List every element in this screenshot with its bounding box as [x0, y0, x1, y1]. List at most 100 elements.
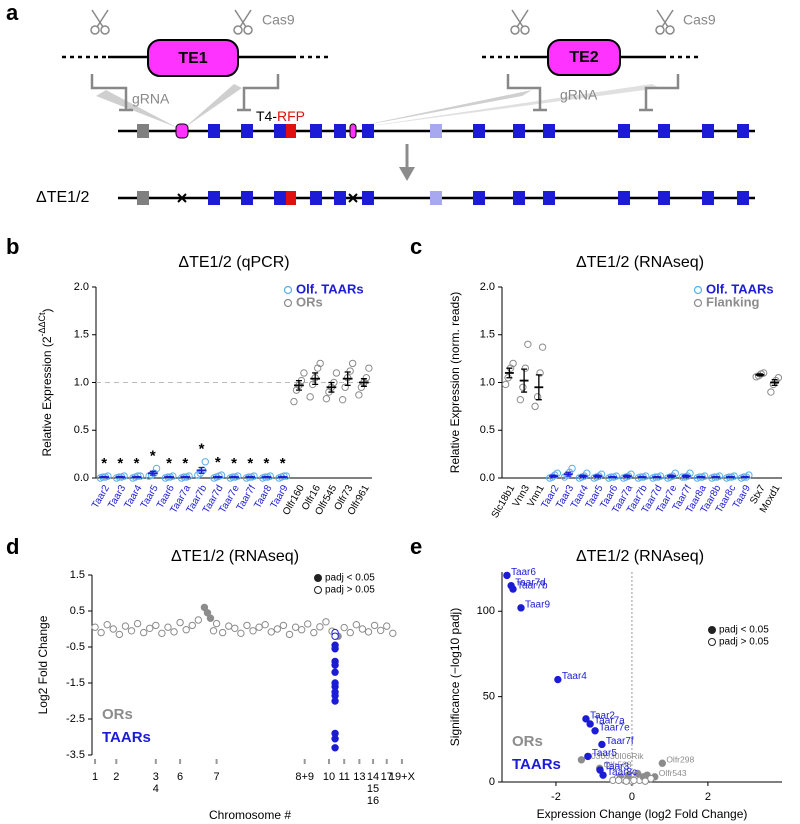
point-label: E030030I06Rik — [585, 751, 644, 761]
data-point — [633, 769, 642, 778]
data-point — [188, 621, 196, 630]
data-point — [164, 623, 172, 631]
point-label: Taar7f — [606, 736, 634, 747]
data-point — [586, 720, 594, 728]
data-point — [509, 359, 517, 368]
data-point — [152, 621, 160, 630]
significance-mark: * — [215, 454, 221, 471]
grna-icon — [506, 74, 547, 112]
y-tick-label: 0.5 — [480, 424, 495, 436]
data-point — [217, 471, 226, 479]
panel-label: e — [410, 534, 422, 559]
data-point — [331, 744, 339, 752]
gene-box — [274, 191, 286, 205]
gene-box — [241, 191, 253, 205]
significance-mark: * — [231, 455, 237, 472]
data-point — [584, 752, 592, 761]
significance-mark: * — [199, 441, 205, 458]
data-point — [599, 771, 607, 779]
legend-label: padj < 0.05 — [325, 573, 375, 584]
data-point — [383, 622, 391, 630]
data-point — [517, 604, 525, 612]
point-label: Taar7e — [599, 722, 630, 733]
data-point — [769, 380, 778, 389]
panel-label: a — [6, 0, 19, 25]
point-label: Taar9 — [525, 599, 550, 610]
data-point — [273, 625, 282, 633]
gene-box — [702, 124, 714, 138]
chart-title: ΔTE1/2 (RNAseq) — [576, 548, 704, 565]
data-point — [243, 621, 251, 630]
cas9-label: Cas9 — [683, 12, 716, 28]
panel-label: b — [6, 234, 19, 259]
data-point — [355, 391, 363, 399]
data-point — [370, 621, 379, 630]
reporter-part: T4- — [256, 108, 277, 124]
gene-box — [310, 191, 322, 205]
x-tick-label: 8+9 — [295, 771, 314, 783]
data-point — [598, 740, 606, 749]
reporter-box — [286, 191, 296, 205]
gene-box — [310, 124, 322, 138]
grna-label: gRNA — [560, 87, 598, 103]
significance-mark: * — [117, 455, 123, 472]
legend-label: Flanking — [706, 294, 760, 309]
data-point — [218, 628, 227, 637]
x-tick-label: 0 — [629, 791, 635, 803]
data-point — [297, 626, 306, 634]
data-point — [554, 675, 562, 684]
y-tick-label: 0.5 — [74, 424, 89, 436]
legend-marker — [314, 574, 322, 582]
x-axis-label: Expression Change (log2 Fold Change) — [537, 807, 748, 821]
legend-marker — [708, 638, 716, 646]
data-point — [133, 619, 142, 628]
x-tick-label: 14 — [367, 771, 379, 783]
data-point — [300, 369, 308, 377]
data-point — [91, 623, 99, 631]
y-tick-label: -3.5 — [66, 749, 85, 761]
data-point — [614, 776, 623, 784]
data-point — [582, 715, 590, 723]
chart-title: ΔTE1/2 (RNAseq) — [171, 548, 299, 565]
significance-mark: * — [247, 455, 253, 472]
gene-box — [137, 191, 149, 205]
data-point — [306, 393, 314, 401]
y-tick-label: 1.5 — [70, 569, 85, 581]
data-point — [331, 645, 339, 653]
y-tick-label: 0 — [489, 776, 495, 788]
legend-label: TAARs — [102, 729, 151, 746]
x-tick-label: 2 — [113, 771, 119, 783]
data-point — [332, 369, 341, 377]
reporter-part: RFP — [277, 108, 305, 124]
y-tick-label: 1.5 — [480, 329, 495, 341]
data-point — [152, 464, 161, 473]
data-point — [212, 619, 221, 628]
data-point — [255, 623, 263, 631]
panel-label: d — [6, 534, 19, 559]
y-tick-label: -0.5 — [66, 641, 85, 653]
x-tick-label: 1 — [92, 771, 98, 783]
panel-label: c — [410, 234, 422, 259]
y-tick-label: 1.0 — [74, 376, 89, 388]
y-tick-label: -1.5 — [66, 677, 85, 689]
data-point — [376, 626, 385, 635]
y-tick-label: -2.5 — [66, 713, 85, 725]
data-point — [231, 624, 239, 632]
data-point — [516, 395, 525, 404]
significance-mark: * — [280, 455, 286, 472]
data-point — [658, 759, 667, 767]
cas9-label: Cas9 — [262, 12, 295, 28]
te2-construct: TE2 Cas9 gRNA — [350, 9, 716, 128]
data-point — [346, 367, 354, 375]
gene-box — [430, 191, 442, 205]
point-label: Taar5 — [592, 748, 617, 759]
gene-box — [543, 191, 555, 205]
legend-marker — [314, 586, 322, 594]
legend-label: ORs — [512, 733, 543, 750]
data-point — [203, 609, 212, 617]
y-tick-label: 2.0 — [74, 281, 89, 293]
data-point — [531, 402, 539, 411]
y-axis-label: Significance (−log10 padj) — [448, 608, 462, 746]
data-point — [200, 603, 209, 612]
data-point — [158, 629, 166, 638]
